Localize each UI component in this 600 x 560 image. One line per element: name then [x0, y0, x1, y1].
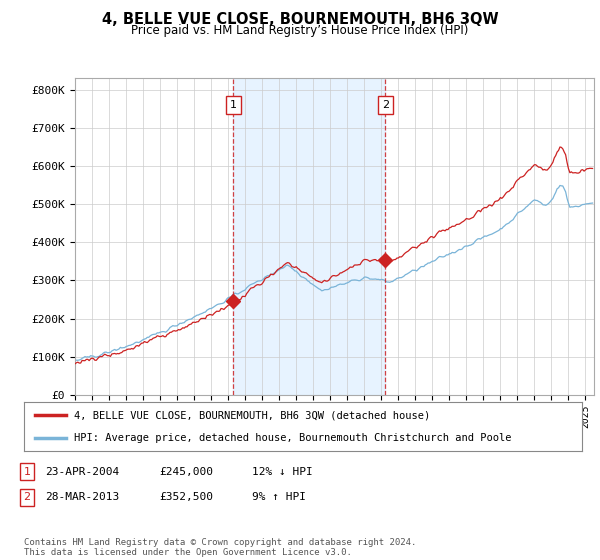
Text: £245,000: £245,000: [159, 466, 213, 477]
Text: 2: 2: [23, 492, 31, 502]
Text: Price paid vs. HM Land Registry’s House Price Index (HPI): Price paid vs. HM Land Registry’s House …: [131, 24, 469, 36]
Text: 4, BELLE VUE CLOSE, BOURNEMOUTH, BH6 3QW (detached house): 4, BELLE VUE CLOSE, BOURNEMOUTH, BH6 3QW…: [74, 410, 430, 421]
Text: 1: 1: [230, 100, 237, 110]
Text: HPI: Average price, detached house, Bournemouth Christchurch and Poole: HPI: Average price, detached house, Bour…: [74, 433, 512, 444]
Text: 28-MAR-2013: 28-MAR-2013: [45, 492, 119, 502]
Text: £352,500: £352,500: [159, 492, 213, 502]
Text: Contains HM Land Registry data © Crown copyright and database right 2024.
This d: Contains HM Land Registry data © Crown c…: [24, 538, 416, 557]
Text: 23-APR-2004: 23-APR-2004: [45, 466, 119, 477]
Text: 9% ↑ HPI: 9% ↑ HPI: [252, 492, 306, 502]
Bar: [233, 78, 385, 395]
Text: 4, BELLE VUE CLOSE, BOURNEMOUTH, BH6 3QW: 4, BELLE VUE CLOSE, BOURNEMOUTH, BH6 3QW: [101, 12, 499, 27]
Text: 12% ↓ HPI: 12% ↓ HPI: [252, 466, 313, 477]
Text: 1: 1: [23, 466, 31, 477]
Text: 2: 2: [382, 100, 389, 110]
